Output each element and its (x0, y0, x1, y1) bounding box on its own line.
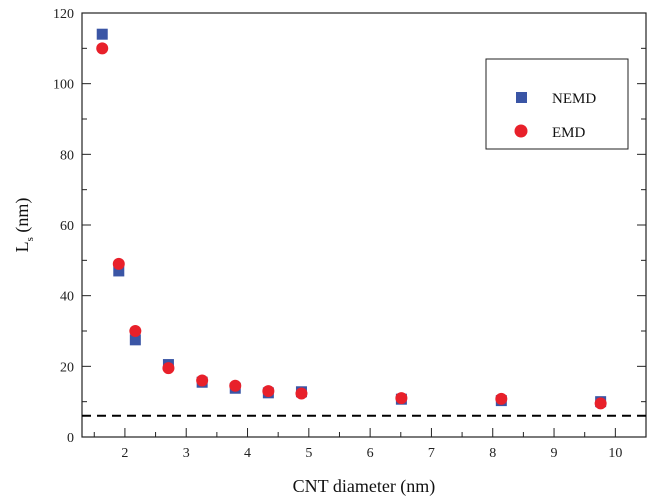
legend-marker-emd (514, 124, 528, 138)
data-point-emd (229, 379, 242, 392)
legend-label-emd: EMD (552, 125, 586, 141)
x-tick-label: 10 (608, 446, 622, 461)
x-tick-label: 6 (367, 446, 374, 461)
x-tick-label: 5 (305, 446, 312, 461)
data-point-nemd (113, 265, 125, 277)
x-axis-title: CNT diameter (nm) (293, 476, 436, 497)
data-point-emd (395, 392, 408, 405)
y-tick-label: 100 (53, 78, 74, 93)
data-point-emd (262, 385, 275, 398)
y-axis-title-unit: (nm) (12, 198, 33, 238)
data-points (96, 28, 607, 410)
y-axis-title: Ls (nm) (12, 198, 36, 253)
x-tick-label: 3 (183, 446, 190, 461)
axis-ticks (82, 12, 647, 438)
legend: NEMD EMD (485, 58, 629, 150)
legend-marker-nemd (516, 92, 527, 103)
data-point-emd (495, 392, 508, 405)
legend-label-nemd: NEMD (552, 91, 596, 107)
y-tick-label: 60 (60, 219, 74, 234)
data-point-emd (295, 387, 308, 400)
legend-box (485, 58, 629, 150)
y-axis-title-sub: s (24, 237, 36, 241)
data-point-emd (96, 42, 109, 55)
data-point-emd (112, 257, 125, 270)
x-tick-label: 7 (428, 446, 435, 461)
data-point-emd (162, 362, 175, 375)
data-point-nemd (96, 28, 108, 40)
y-tick-label: 120 (53, 7, 74, 22)
x-tick-label: 4 (244, 446, 251, 461)
data-point-emd (196, 374, 209, 387)
data-point-emd (594, 397, 607, 410)
x-tick-label: 9 (551, 446, 558, 461)
data-point-nemd (129, 334, 141, 346)
y-tick-label: 0 (67, 431, 74, 446)
data-point-emd (129, 325, 142, 337)
x-tick-label: 8 (489, 446, 496, 461)
x-tick-label: 2 (121, 446, 128, 461)
y-axis-title-text: Ls (nm) (12, 198, 36, 253)
y-axis-title-main: L (12, 241, 32, 252)
y-tick-label: 20 (60, 360, 74, 375)
y-tick-label: 40 (60, 290, 74, 305)
series-emd (96, 42, 607, 410)
y-tick-label: 80 (60, 148, 74, 163)
